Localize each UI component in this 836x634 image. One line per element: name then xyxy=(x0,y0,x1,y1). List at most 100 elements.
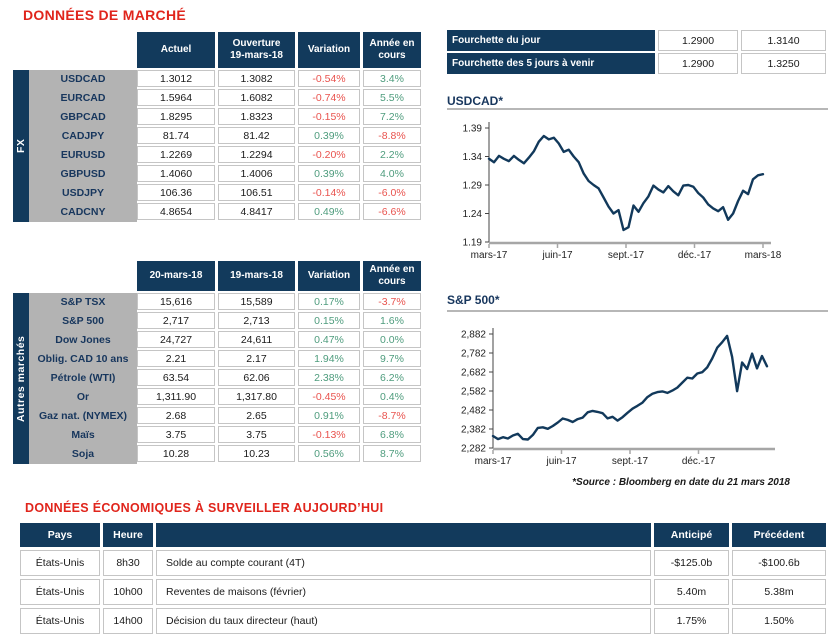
range-low-value: 1.2900 xyxy=(658,30,738,51)
econ-title: DONNÉES ÉCONOMIQUES À SURVEILLER AUJOURD… xyxy=(25,501,384,515)
range-table: Fourchette du jour 1.2900 1.3140 Fourchette… xyxy=(447,30,826,74)
usdcad-chart-title: USDCAD* xyxy=(447,94,504,108)
row-label: Soja xyxy=(71,448,95,460)
econ-column-header: Précédent xyxy=(732,523,826,547)
usdcad-title-rule xyxy=(447,108,828,110)
table-cell: 0.15% xyxy=(298,312,360,329)
table-cell: 62.06 xyxy=(218,369,295,386)
row-label: Gaz nat. (NYMEX) xyxy=(38,410,128,422)
x-tick-label: déc.-17 xyxy=(682,456,716,467)
sp500-chart-title: S&P 500* xyxy=(447,293,500,307)
price-line xyxy=(491,334,769,441)
page-title: DONNÉES DE MARCHÉ xyxy=(23,7,187,23)
y-tick-label: 1.24 xyxy=(463,209,483,220)
fx-row-labels: USDCAD EURCAD GBPCAD CADJPY EURUSD GBPUSD USDJ… xyxy=(29,70,137,222)
table-cell: -8.8% xyxy=(363,127,421,144)
row-label: EURCAD xyxy=(60,92,106,104)
table-cell: 6.2% xyxy=(363,369,421,386)
table-cell: 2.68 xyxy=(137,407,215,424)
column-header: Variation xyxy=(298,261,360,291)
table-cell: 0.39% xyxy=(298,127,360,144)
econ-time-cell: 8h30 xyxy=(103,550,153,576)
column-header: Ouverture 19-mars-18 xyxy=(218,32,295,68)
econ-column-header: Anticipé xyxy=(654,523,729,547)
table-cell: 3.75 xyxy=(137,426,215,443)
range-high-value: 1.3140 xyxy=(741,30,826,51)
table-cell: 63.54 xyxy=(137,369,215,386)
table-cell: 10.28 xyxy=(137,445,215,462)
table-cell: 0.4% xyxy=(363,388,421,405)
row-label: Dow Jones xyxy=(55,334,111,346)
row-label: Maïs xyxy=(71,429,95,441)
x-tick-label: déc.-17 xyxy=(678,250,712,261)
x-tick-label: juin-17 xyxy=(545,456,576,467)
table-cell: 81.42 xyxy=(218,127,295,144)
econ-column-header: Heure xyxy=(103,523,153,547)
range-row-label: Fourchette du jour xyxy=(447,30,655,51)
x-tick-label: sept.-17 xyxy=(612,456,649,467)
table-cell: 1.4006 xyxy=(218,165,295,182)
table-cell: -3.7% xyxy=(363,293,421,310)
y-tick-label: 2,382 xyxy=(461,425,486,436)
row-label: CADCNY xyxy=(60,206,106,218)
econ-country-cell: États-Unis xyxy=(20,608,100,634)
econ-previous-cell: 5.38m xyxy=(732,579,826,605)
column-header: Actuel xyxy=(137,32,215,68)
econ-previous-cell: -$100.6b xyxy=(732,550,826,576)
y-tick-label: 1.19 xyxy=(463,238,483,249)
table-cell: 1.3012 xyxy=(137,70,215,87)
x-tick-label: sept.-17 xyxy=(608,250,645,261)
econ-event-cell: Solde au compte courant (4T) xyxy=(156,550,651,576)
y-tick-label: 2,582 xyxy=(461,387,486,398)
row-label: CADJPY xyxy=(61,130,105,142)
row-label: USDJPY xyxy=(61,187,104,199)
fx-table: Actuel Ouverture 19-mars-18 Variation Année… xyxy=(137,32,421,220)
table-cell: 1.6082 xyxy=(218,89,295,106)
table-cell: 2.2% xyxy=(363,146,421,163)
table-cell: -6.0% xyxy=(363,184,421,201)
table-cell: -0.15% xyxy=(298,108,360,125)
table-cell: 1.2294 xyxy=(218,146,295,163)
row-label: S&P 500 xyxy=(62,315,104,327)
table-cell: 106.51 xyxy=(218,184,295,201)
y-tick-label: 1.34 xyxy=(463,152,483,163)
econ-table: Pays Heure Anticipé Précédent États-Unis 8h30… xyxy=(20,523,826,634)
fx-group-label: FX xyxy=(13,70,29,222)
x-tick-label: mars-17 xyxy=(471,250,508,261)
table-cell: 2,717 xyxy=(137,312,215,329)
table-cell: 1.4060 xyxy=(137,165,215,182)
table-cell: 15,616 xyxy=(137,293,215,310)
table-cell: 3.4% xyxy=(363,70,421,87)
econ-time-cell: 10h00 xyxy=(103,579,153,605)
table-cell: 3.75 xyxy=(218,426,295,443)
y-tick-label: 2,682 xyxy=(461,368,486,379)
row-label: USDCAD xyxy=(60,73,106,85)
column-header: 20-mars-18 xyxy=(137,261,215,291)
table-cell: -0.45% xyxy=(298,388,360,405)
table-cell: 5.5% xyxy=(363,89,421,106)
table-cell: 2.65 xyxy=(218,407,295,424)
y-tick-label: 2,482 xyxy=(461,406,486,417)
econ-country-cell: États-Unis xyxy=(20,579,100,605)
x-tick-label: juin-17 xyxy=(541,250,572,261)
table-cell: 1.6% xyxy=(363,312,421,329)
row-label: Pétrole (WTI) xyxy=(50,372,116,384)
econ-expected-cell: -$125.0b xyxy=(654,550,729,576)
table-cell: -6.6% xyxy=(363,203,421,220)
table-cell: -0.20% xyxy=(298,146,360,163)
table-cell: 1.2269 xyxy=(137,146,215,163)
row-label: S&P TSX xyxy=(60,296,106,308)
markets-group-label: Autres marchés xyxy=(13,293,29,464)
y-tick-label: 2,282 xyxy=(461,444,486,455)
row-label: GBPUSD xyxy=(60,168,106,180)
table-cell: 0.49% xyxy=(298,203,360,220)
column-header: Variation xyxy=(298,32,360,68)
table-cell: 1.8323 xyxy=(218,108,295,125)
row-label: Oblig. CAD 10 ans xyxy=(37,353,129,365)
table-cell: 24,727 xyxy=(137,331,215,348)
y-tick-label: 1.29 xyxy=(463,181,483,192)
range-high-value: 1.3250 xyxy=(741,53,826,74)
table-cell: -0.74% xyxy=(298,89,360,106)
econ-event-cell: Reventes de maisons (février) xyxy=(156,579,651,605)
